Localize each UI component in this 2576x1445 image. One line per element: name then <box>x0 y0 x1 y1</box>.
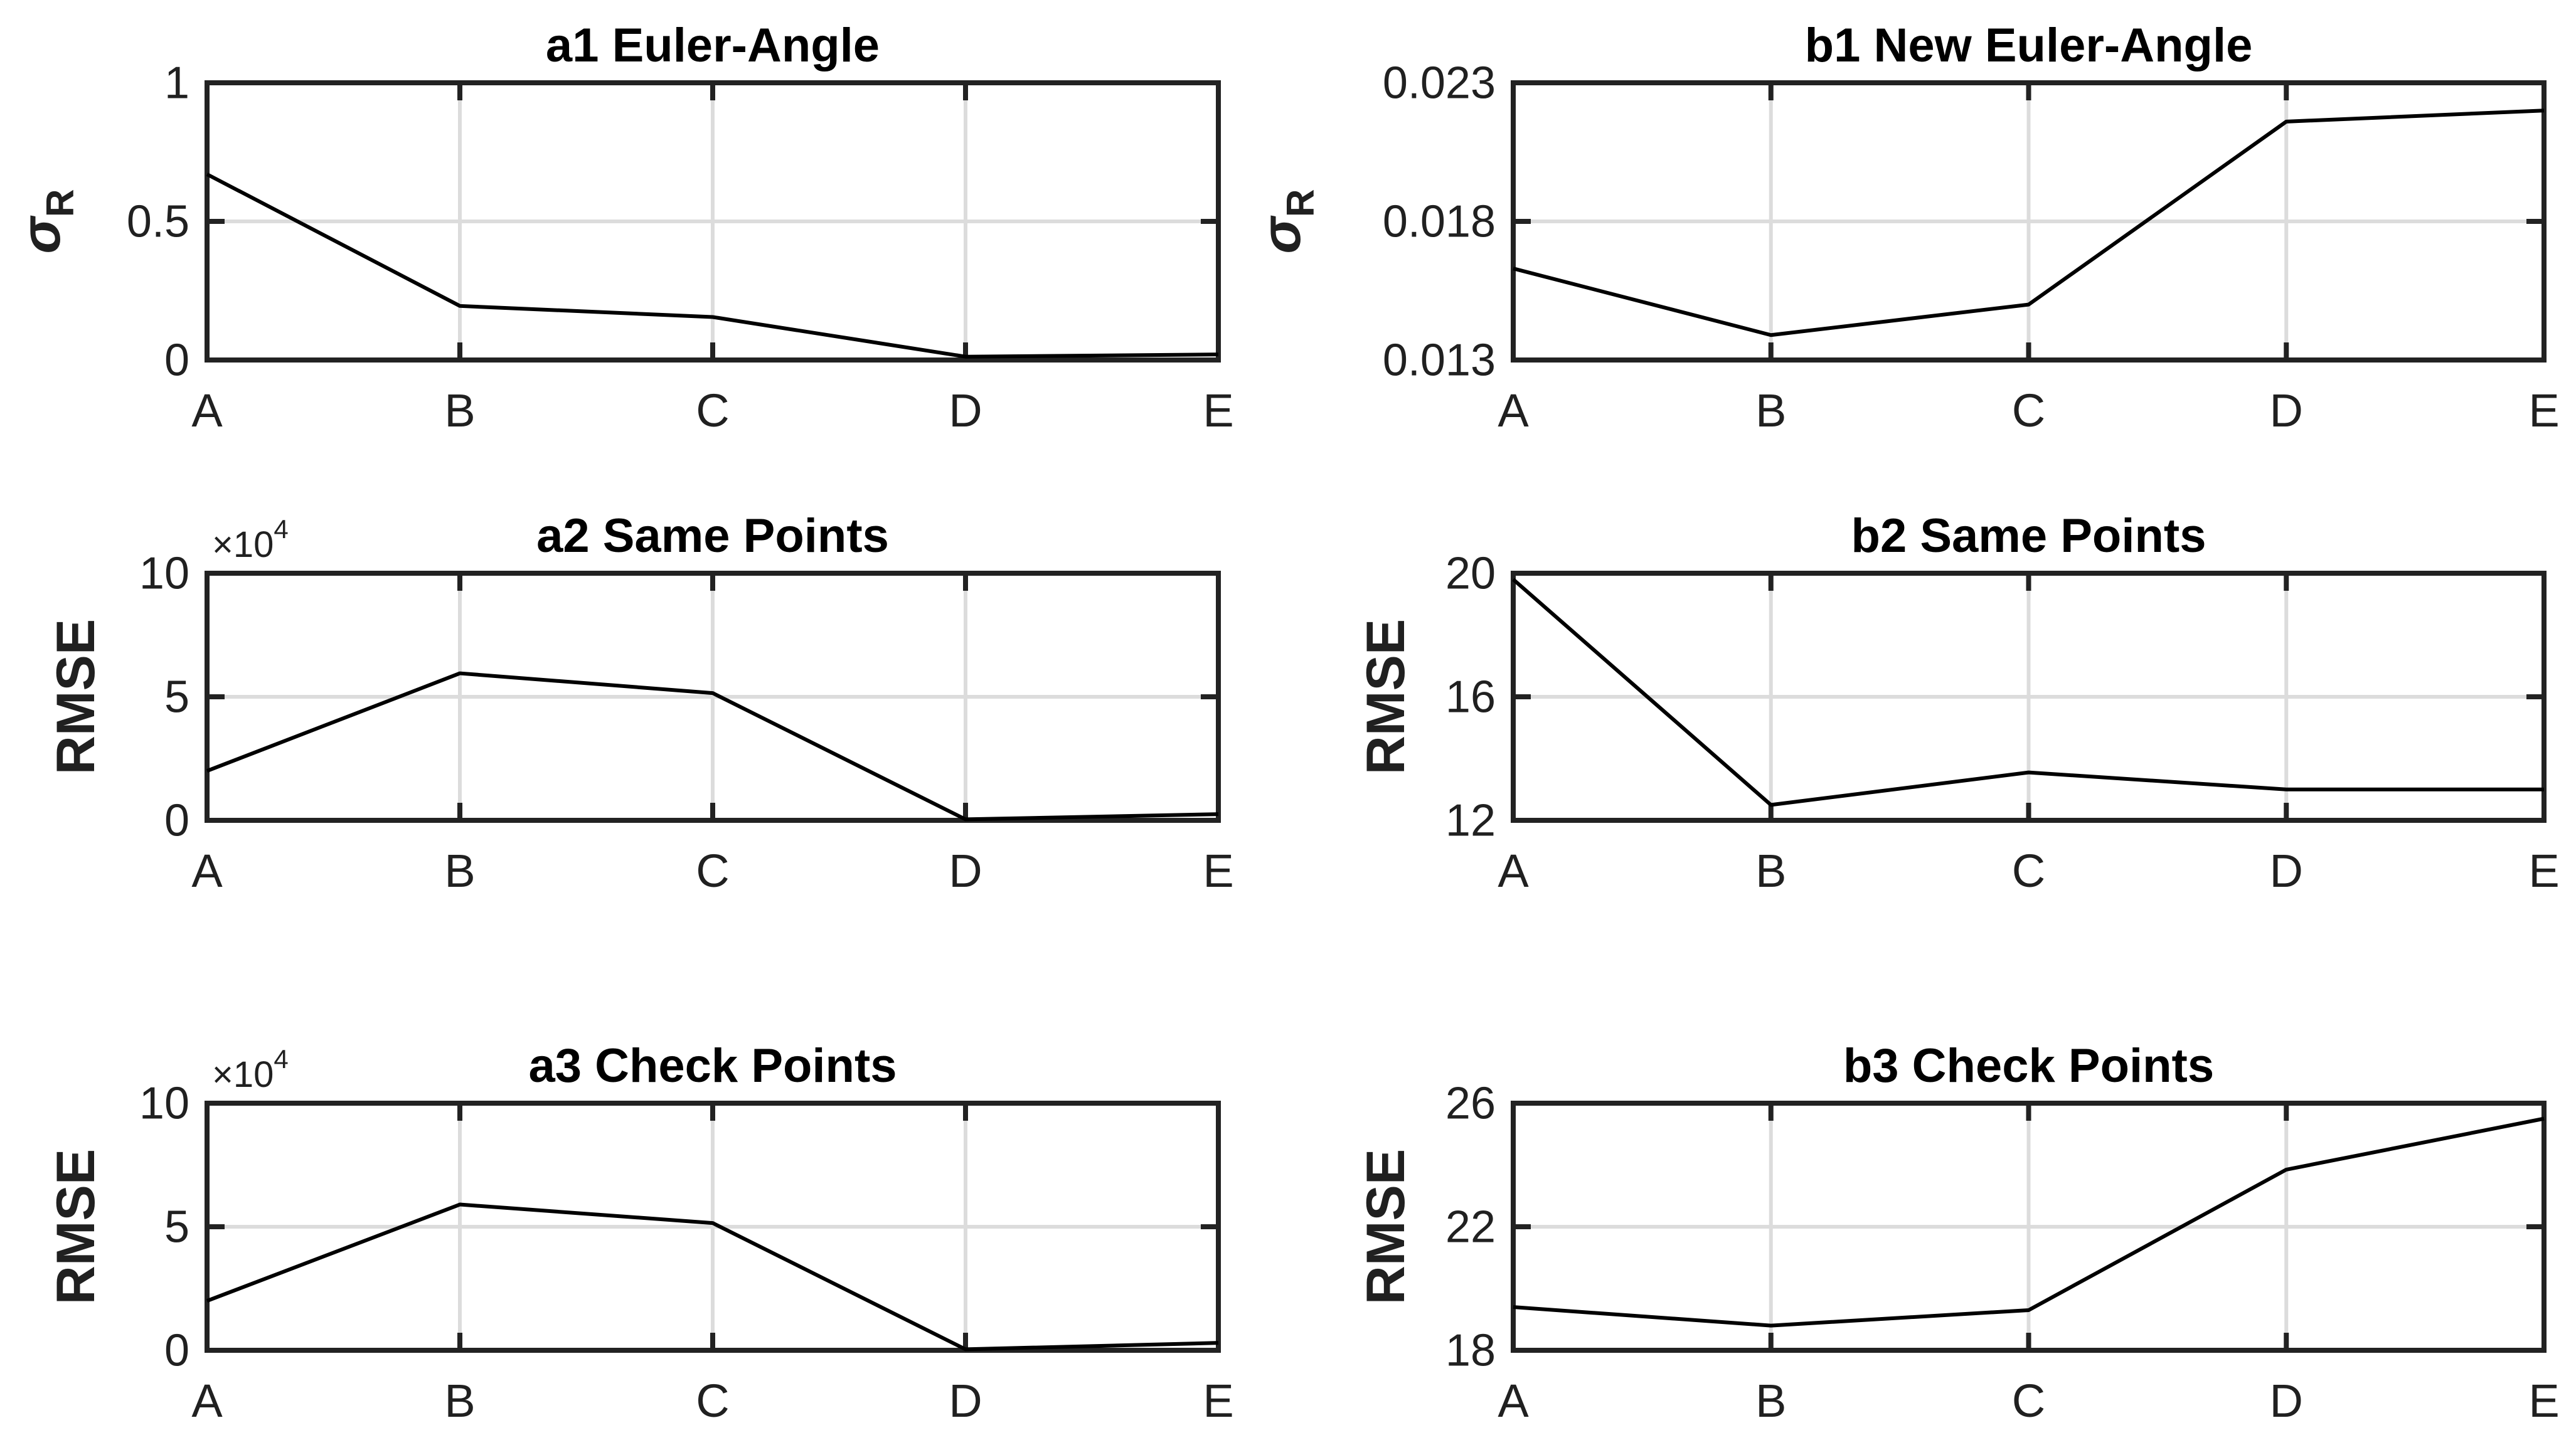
x-tick-label: E <box>1203 1375 1233 1427</box>
x-tick-label: A <box>1498 384 1529 437</box>
y-tick-label: 16 <box>1445 672 1496 722</box>
y-axis-label-subscript: R <box>1279 189 1323 217</box>
x-tick-label: D <box>2270 384 2303 437</box>
data-line <box>1513 109 2545 337</box>
y-tick-label: 0.5 <box>127 196 189 246</box>
y-tick-label: 5 <box>164 1202 189 1252</box>
chart-title: a2 Same Points <box>536 509 889 563</box>
y-axis-label-subscript: R <box>39 189 82 217</box>
axis-multiplier-exponent: 4 <box>274 514 288 544</box>
axis-multiplier: ×104 <box>212 1044 289 1095</box>
subplot-a1: a1 Euler-Angle 0 0.5 1 A B C D EσR <box>9 19 1234 437</box>
chart-title: b2 Same Points <box>1851 509 2206 563</box>
x-tick-label: C <box>2012 384 2045 437</box>
y-tick-label: 0 <box>164 1325 189 1375</box>
x-tick-label: D <box>949 845 982 897</box>
x-tick-label: E <box>1203 384 1233 437</box>
y-tick-label: 0 <box>164 795 189 845</box>
y-axis-label-text: RMSE <box>1356 619 1416 775</box>
y-tick-label: 1 <box>164 58 189 108</box>
x-tick-label: D <box>2270 845 2303 897</box>
chart-title: b1 New Euler-Angle <box>1805 19 2253 72</box>
y-tick-label: 20 <box>1445 548 1496 598</box>
x-tick-label: B <box>444 384 475 437</box>
subplot-b1: b1 New Euler-Angle 0.013 0.018 0.023 A B C D EσR <box>1250 19 2560 437</box>
data-line <box>1512 578 2544 807</box>
y-axis-label-text: RMSE <box>1356 1149 1416 1305</box>
y-axis-label-symbol: σ <box>9 215 72 254</box>
chart-title: b3 Check Points <box>1843 1039 2214 1093</box>
subplot-b2: b2 Same Points 12 16 20 A B C D E RMSE <box>1356 509 2560 897</box>
data-line <box>1513 1116 2545 1328</box>
y-tick-label: 12 <box>1445 795 1496 845</box>
y-tick-label: 10 <box>139 1078 189 1128</box>
x-tick-label: B <box>1755 1375 1786 1427</box>
axis-multiplier: ×104 <box>212 514 289 565</box>
axis-multiplier-exponent: 4 <box>274 1044 288 1074</box>
subplot-b3: b3 Check Points 18 22 26 A B C D E RMSE <box>1356 1039 2560 1427</box>
x-tick-label: E <box>1203 845 1233 897</box>
x-tick-label: C <box>696 384 729 437</box>
subplot-a3: a3 Check Points 0 5 10 A B C D E RMSE ×104 <box>46 1039 1234 1427</box>
x-tick-label: B <box>1755 845 1786 897</box>
x-tick-label: E <box>2528 845 2559 897</box>
y-tick-label: 5 <box>164 672 189 722</box>
y-tick-label: 0.018 <box>1383 196 1496 246</box>
x-tick-label: D <box>949 1375 982 1427</box>
y-tick-label: 0.013 <box>1383 335 1496 385</box>
chart-title: a3 Check Points <box>528 1039 897 1093</box>
y-axis-label-text: RMSE <box>46 619 106 775</box>
x-tick-label: E <box>2528 1375 2559 1427</box>
x-tick-label: A <box>191 1375 223 1427</box>
y-axis-label: RMSE <box>46 1149 106 1305</box>
y-axis-label: σR <box>1250 189 1323 253</box>
x-tick-label: D <box>949 384 982 437</box>
y-axis-label-text: RMSE <box>46 1149 106 1305</box>
x-tick-label: B <box>444 845 475 897</box>
x-tick-label: A <box>191 845 223 897</box>
data-line <box>206 172 1219 359</box>
y-axis-label: RMSE <box>46 619 106 775</box>
x-tick-label: C <box>696 845 729 897</box>
y-axis-label: RMSE <box>1356 1149 1416 1305</box>
x-tick-label: A <box>1498 1375 1529 1427</box>
x-tick-label: B <box>444 1375 475 1427</box>
x-tick-label: C <box>2012 845 2045 897</box>
y-axis-label-symbol: σ <box>1250 215 1312 254</box>
x-tick-label: C <box>696 1375 729 1427</box>
y-tick-label: 0.023 <box>1383 58 1496 108</box>
x-tick-label: B <box>1755 384 1786 437</box>
y-tick-label: 18 <box>1445 1325 1496 1375</box>
data-line <box>206 671 1219 822</box>
y-axis-label: σR <box>9 189 82 253</box>
data-line <box>206 1202 1219 1352</box>
y-tick-label: 22 <box>1445 1202 1496 1252</box>
chart-title: a1 Euler-Angle <box>546 19 880 72</box>
x-tick-label: A <box>191 384 223 437</box>
y-tick-label: 26 <box>1445 1078 1496 1128</box>
axis-multiplier-base: ×10 <box>212 524 274 565</box>
axis-multiplier-base: ×10 <box>212 1054 274 1095</box>
y-tick-label: 10 <box>139 548 189 598</box>
x-tick-label: D <box>2270 1375 2303 1427</box>
y-axis-label: RMSE <box>1356 619 1416 775</box>
x-tick-label: E <box>2528 384 2559 437</box>
x-tick-label: A <box>1498 845 1529 897</box>
x-tick-label: C <box>2012 1375 2045 1427</box>
subplot-a2: a2 Same Points 0 5 10 A B C D E RMSE ×104 <box>46 509 1234 897</box>
y-tick-label: 0 <box>164 335 189 385</box>
